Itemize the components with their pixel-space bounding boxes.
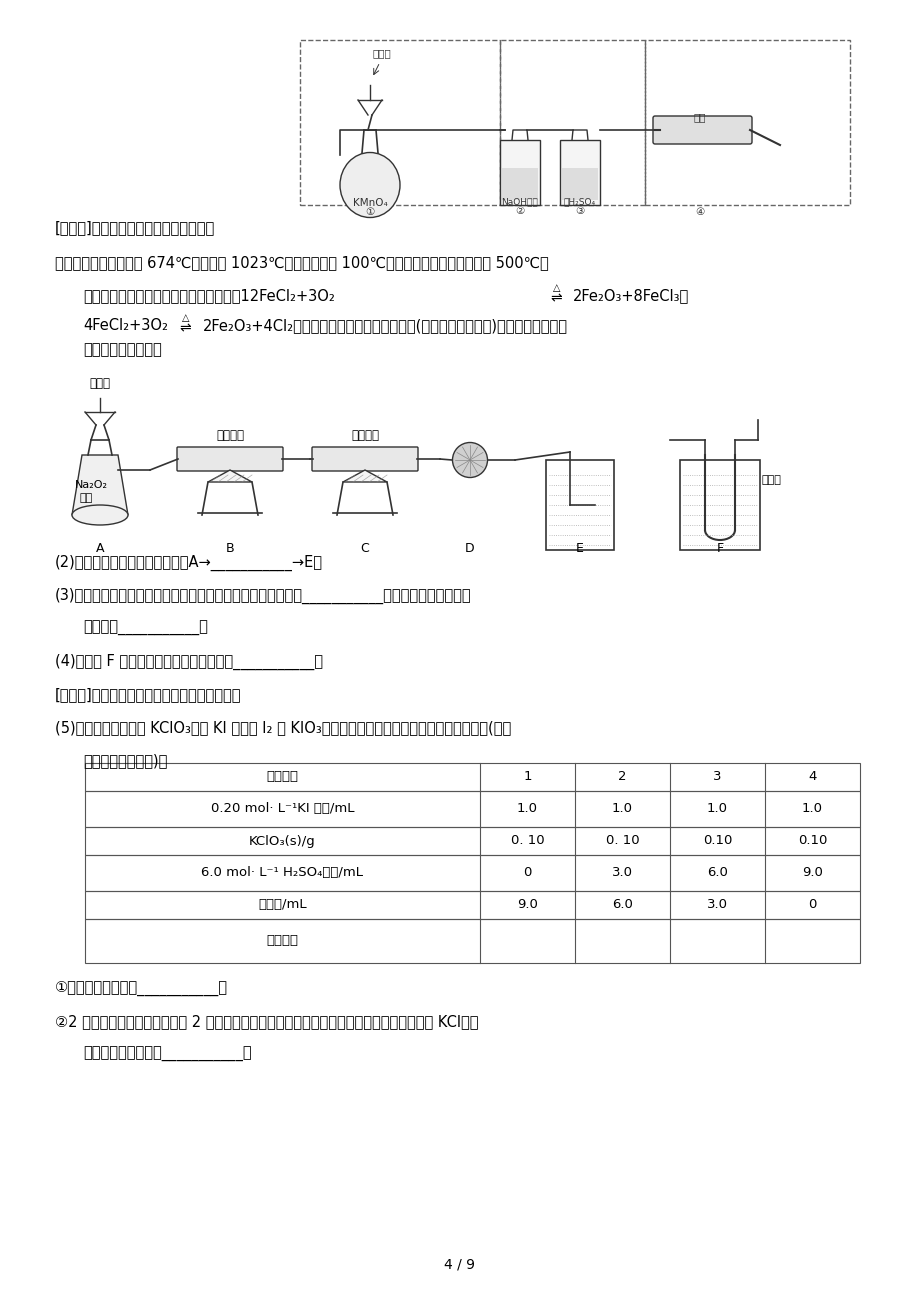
Bar [562, 168, 597, 201]
Text: 你的假设___________。: 你的假设___________。 [83, 621, 208, 637]
FancyBboxPatch shape [652, 116, 751, 145]
Text: ④: ④ [695, 207, 704, 217]
Text: 6.0 mol· L⁻¹ H₂SO₄溶液/mL: 6.0 mol· L⁻¹ H₂SO₄溶液/mL [201, 867, 363, 879]
Text: (3)假设加热装置中的完全反应，则反应后剩余固体的化学式是___________。请设计实验方案验证: (3)假设加热装置中的完全反应，则反应后剩余固体的化学式是___________… [55, 589, 471, 604]
Bar [300, 40, 499, 204]
Text: 1.0: 1.0 [611, 802, 632, 815]
Text: ⇌: ⇌ [179, 322, 190, 335]
Bar [560, 141, 599, 204]
Text: (5)在不同实验条件下 KClO₃可将 KI 氧化为 I₂ 或 KIO₃。下面是该小组设计的一组实验数据记录表(实验: (5)在不同实验条件下 KClO₃可将 KI 氧化为 I₂ 或 KIO₃。下面是… [55, 720, 511, 736]
Text: 0.10: 0.10 [797, 835, 826, 848]
Text: 控制在室温下进行)：: 控制在室温下进行)： [83, 753, 167, 768]
Text: 3: 3 [712, 771, 721, 784]
Text: ①该组实验的目的是___________。: ①该组实验的目的是___________。 [55, 980, 228, 996]
Text: 0. 10: 0. 10 [605, 835, 639, 848]
Text: KMnO₄: KMnO₄ [352, 198, 387, 208]
Text: 0. 10: 0. 10 [510, 835, 544, 848]
FancyBboxPatch shape [176, 447, 283, 471]
Text: ②: ② [515, 206, 524, 216]
Text: 1.0: 1.0 [516, 802, 538, 815]
Text: (4)简述将 F 中的固体配成溶液的操作方法___________。: (4)简述将 F 中的固体配成溶液的操作方法___________。 [55, 654, 323, 671]
Text: 1.0: 1.0 [706, 802, 727, 815]
Text: NaOH溶液: NaOH溶液 [501, 197, 538, 206]
Text: 1: 1 [523, 771, 531, 784]
Ellipse shape [452, 443, 487, 478]
Text: 0: 0 [523, 867, 531, 879]
Text: 已知氯化亚铁的熔点为 674℃，沸点为 1023℃；三氯化铁在 100℃左右时升华，极易水解。在 500℃条: 已知氯化亚铁的熔点为 674℃，沸点为 1023℃；三氯化铁在 100℃左右时升… [55, 255, 548, 270]
Text: 试管标号: 试管标号 [267, 771, 298, 784]
Text: Na₂O₂: Na₂O₂ [75, 480, 108, 490]
Text: 0.10: 0.10 [702, 835, 732, 848]
Polygon shape [208, 470, 252, 482]
Text: A: A [96, 542, 104, 555]
Bar [499, 141, 539, 204]
Text: 浓H₂SO₄: 浓H₂SO₄ [563, 197, 596, 206]
Text: 2Fe₂O₃+4Cl₂，该化学小组选用下图部分装置(装置可以重复选用)进行氯化亚铁与氧: 2Fe₂O₃+4Cl₂，该化学小组选用下图部分装置(装置可以重复选用)进行氯化亚… [203, 318, 567, 333]
FancyBboxPatch shape [312, 447, 417, 471]
Ellipse shape [72, 505, 128, 525]
Text: 6.0: 6.0 [611, 898, 632, 911]
Bar [644, 40, 849, 204]
Text: 3.0: 3.0 [611, 867, 632, 879]
Text: 固体: 固体 [80, 493, 93, 503]
Text: 蒸馏水/mL: 蒸馏水/mL [258, 898, 306, 911]
Text: 实验现象: 实验现象 [267, 935, 298, 948]
Text: 6.0: 6.0 [707, 867, 727, 879]
Text: 1.0: 1.0 [801, 802, 823, 815]
Text: 2: 2 [618, 771, 626, 784]
Bar [499, 40, 644, 204]
Text: ②2 号试管反应完全后，取少量 2 号试管中的溶液滴加淀粉溶液后显蓝色，假设还原产物只有 KCl，写: ②2 号试管反应完全后，取少量 2 号试管中的溶液滴加淀粉溶液后显蓝色，假设还原… [55, 1014, 478, 1029]
Ellipse shape [340, 152, 400, 217]
Bar [679, 460, 759, 549]
Text: E: E [575, 542, 584, 555]
Text: 铁粉: 铁粉 [693, 112, 706, 122]
Text: (2)实验装置的合理连接顺序为：A→___________→E。: (2)实验装置的合理连接顺序为：A→___________→E。 [55, 555, 323, 572]
Text: △: △ [182, 312, 189, 323]
Text: 0: 0 [808, 898, 816, 911]
Text: 3.0: 3.0 [706, 898, 727, 911]
Text: [实验三]卤素化合物之间反应实验条件控制探究: [实验三]卤素化合物之间反应实验条件控制探究 [55, 687, 242, 702]
Polygon shape [72, 454, 128, 516]
Bar [545, 460, 613, 549]
Bar [85, 792, 859, 827]
Text: 4 / 9: 4 / 9 [444, 1258, 475, 1272]
Bar [85, 919, 859, 963]
Bar [85, 763, 859, 792]
Text: 2Fe₂O₃+8FeCl₃。: 2Fe₂O₃+8FeCl₃。 [573, 288, 688, 303]
Bar [85, 855, 859, 891]
Bar [85, 827, 859, 855]
Text: F: F [716, 542, 722, 555]
Polygon shape [343, 470, 387, 482]
Bar [502, 168, 538, 201]
Text: 件下氯化亚铁与氧气可能发生下列反应，12FeCl₂+3O₂: 件下氯化亚铁与氧气可能发生下列反应，12FeCl₂+3O₂ [83, 288, 335, 303]
Text: 冰盐水: 冰盐水 [761, 475, 781, 486]
Text: 4: 4 [808, 771, 816, 784]
Text: 蒸馏水: 蒸馏水 [89, 378, 110, 391]
Text: 出反应的离子方程式___________。: 出反应的离子方程式___________。 [83, 1047, 252, 1062]
Text: 9.0: 9.0 [801, 867, 822, 879]
Text: B: B [225, 542, 234, 555]
Text: △: △ [552, 283, 560, 293]
Text: ③: ③ [574, 206, 584, 216]
Text: KClO₃(s)/g: KClO₃(s)/g [249, 835, 315, 848]
Text: 氯化亚铁: 氯化亚铁 [351, 428, 379, 441]
Text: 4FeCl₂+3O₂: 4FeCl₂+3O₂ [83, 318, 168, 333]
Text: 液盐酸: 液盐酸 [372, 48, 391, 59]
Text: ⇌: ⇌ [550, 292, 561, 305]
Text: 气反应产物的探究。: 气反应产物的探究。 [83, 342, 162, 357]
Text: [实验二]探究氯化亚铁与氧气反应的产物: [实验二]探究氯化亚铁与氧气反应的产物 [55, 220, 215, 234]
Text: 9.0: 9.0 [516, 898, 538, 911]
Text: 0.20 mol· L⁻¹KI 溶液/mL: 0.20 mol· L⁻¹KI 溶液/mL [210, 802, 354, 815]
Bar [85, 891, 859, 919]
Text: D: D [465, 542, 474, 555]
Text: C: C [360, 542, 369, 555]
Text: 氯化亚铁: 氯化亚铁 [216, 428, 244, 441]
Text: ①: ① [365, 207, 374, 217]
